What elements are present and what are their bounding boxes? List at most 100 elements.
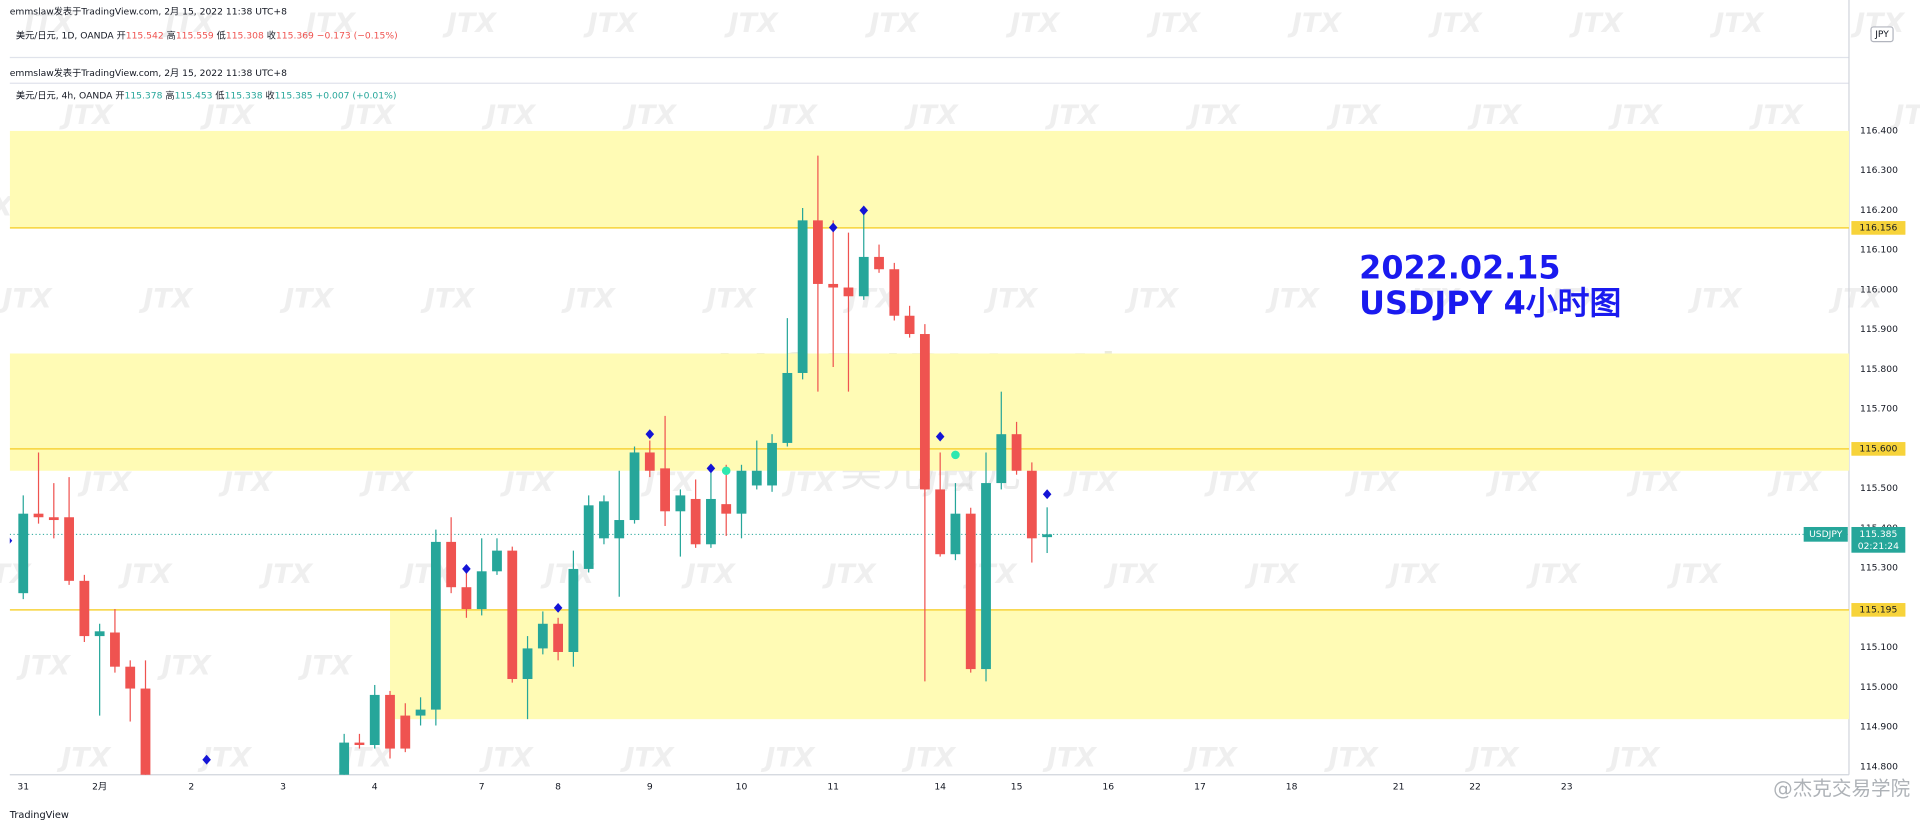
watermark-logo: JTX [297, 651, 352, 682]
watermark-logo: JTX [781, 467, 836, 498]
watermark-logo: JTX [199, 100, 254, 131]
watermark-logo: JTX [1605, 742, 1660, 773]
watermark-logo: JTX [1485, 467, 1540, 498]
watermark-logo: JTX [724, 8, 779, 39]
watermark-logo: JTX [1626, 467, 1681, 498]
signal-marker [721, 466, 731, 476]
watermark-logo: JTX [1124, 283, 1179, 314]
candle-body [981, 483, 991, 670]
watermark-logo: JTX [1146, 8, 1201, 39]
signal-marker [553, 602, 563, 613]
candle-body [996, 434, 1007, 484]
currency-box [1870, 26, 1894, 43]
header: emmslaw发表于TradingView.com, 2月 15, 2022 1… [10, 6, 287, 18]
watermark-logo: JTX [1608, 100, 1663, 131]
label: 高 [165, 89, 174, 101]
candle-body [813, 220, 823, 284]
watermark-logo: JTX [77, 467, 132, 498]
signal-marker [935, 431, 945, 442]
watermark-logo: JTX [1063, 467, 1118, 498]
candle-body [110, 632, 120, 667]
candle-body [1042, 534, 1053, 538]
candle-body [507, 550, 518, 680]
candle-body [18, 513, 29, 594]
level-tag [1851, 442, 1906, 456]
candle-body [33, 513, 44, 518]
watermark-logo: JTX [1044, 100, 1099, 131]
level-tag [1851, 603, 1906, 617]
watermark-logo: JTX [442, 8, 497, 39]
watermark-logo: JTX [279, 283, 334, 314]
candle-body [644, 452, 655, 471]
candle-body [339, 742, 350, 775]
label: 低 [217, 29, 226, 41]
candle-body [690, 498, 701, 545]
level-label: 116.156 [1859, 222, 1897, 233]
watermark-logo: JTX [1005, 8, 1060, 39]
candle-body [843, 287, 854, 297]
watermark-logo: JTX [622, 100, 677, 131]
watermark-logo: JTX [1428, 8, 1483, 39]
candle-body [430, 541, 441, 710]
x-tick-label: 11 [827, 782, 839, 793]
watermark-logo: JTX [702, 283, 757, 314]
candle-body [965, 513, 976, 670]
candle-body [125, 666, 136, 689]
zone [390, 609, 1849, 720]
candle-body [675, 495, 686, 512]
candle-body [522, 648, 533, 680]
candle-body [415, 709, 426, 716]
candle-body [721, 504, 732, 514]
watermark-logo: JTX [218, 467, 273, 498]
y-tick-label: 115.700 [1860, 404, 1898, 415]
candle-body [706, 498, 716, 545]
label: 收 [265, 89, 274, 101]
watermark-logo: JTX [822, 559, 877, 590]
candle-body [904, 315, 915, 335]
watermark-logo: JTX [681, 559, 736, 590]
y-tick-label: 116.300 [1860, 165, 1898, 176]
label: 高 [167, 29, 176, 41]
watermark-logo: JTX [160, 8, 215, 39]
watermark-logo: JTX [481, 100, 536, 131]
watermark-logo: JTX [258, 559, 313, 590]
y-tick-label: 115.100 [1860, 642, 1898, 653]
y-tick-label: 115.500 [1860, 483, 1898, 494]
candle-body [461, 587, 472, 610]
candle-body [492, 550, 502, 572]
x-tick-label: 2月 [92, 782, 107, 793]
value: 115.542 [126, 30, 164, 41]
symbol-label: USDJPY [1809, 529, 1843, 540]
watermark-logo: JTX [1568, 8, 1623, 39]
label: 收 [267, 29, 276, 41]
watermark-logo: JTX [1103, 559, 1158, 590]
symbol-tag [1803, 526, 1848, 542]
watermark-logo: JTX [1042, 742, 1097, 773]
watermark-logo: JTX [1204, 467, 1259, 498]
watermark-logo: JTX [1464, 742, 1519, 773]
x-tick-label: 7 [479, 782, 485, 793]
candle-body [935, 489, 946, 555]
x-tick-label: 16 [1102, 782, 1114, 793]
candle-body [797, 220, 808, 373]
change: −0.173 (−0.15%) [317, 30, 398, 41]
x-tick-label: 17 [1194, 782, 1206, 793]
y-tick-label: 114.900 [1860, 722, 1898, 733]
footer-logo: TradingView [9, 810, 69, 821]
candle-body [660, 468, 670, 512]
watermark-logo: JTX [561, 283, 616, 314]
legend: 美元/日元, 1D, OANDA 开115.542 高115.559 低115.… [16, 29, 398, 41]
y-tick-label: 114.800 [1860, 761, 1898, 772]
watermark-logo: JTX [117, 559, 172, 590]
watermark-logo: JTX [1709, 8, 1764, 39]
candle-body [553, 623, 564, 652]
value: 115.308 [226, 30, 264, 41]
watermark-logo: JTX [1666, 559, 1721, 590]
candle-body [354, 742, 365, 745]
watermark-logo: JTX [864, 8, 919, 39]
signal-marker [462, 564, 471, 574]
candle-body [782, 372, 793, 443]
candle-body [629, 452, 640, 521]
watermark-logo: JTX [1324, 742, 1379, 773]
